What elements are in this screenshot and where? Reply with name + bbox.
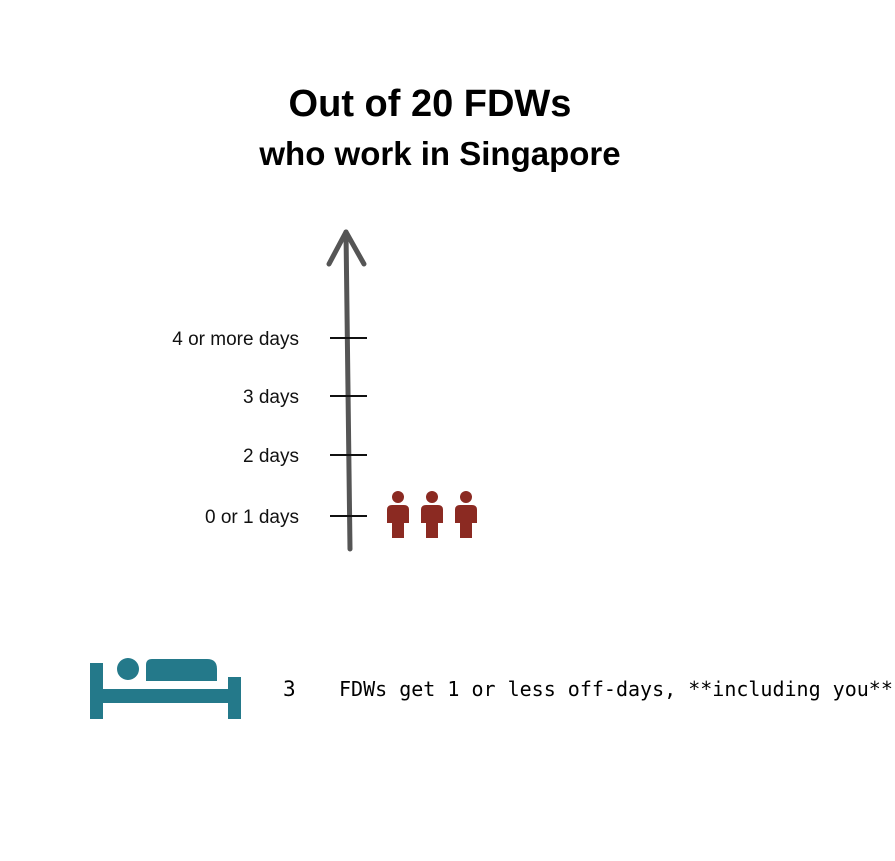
person-icons xyxy=(387,491,477,538)
person-icon xyxy=(387,491,409,538)
axis-line xyxy=(343,229,353,552)
tick-label: 0 or 1 days xyxy=(205,507,299,528)
tick-label: 3 days xyxy=(243,387,299,408)
axis-arrowhead xyxy=(326,229,367,267)
summary-text: FDWs get 1 or less off-days, **including… xyxy=(339,677,893,701)
chart-subtitle: who work in Singapore xyxy=(259,135,621,172)
bed-icon xyxy=(90,658,241,719)
vertical-axis xyxy=(326,229,367,552)
tick-label: 2 days xyxy=(243,446,299,467)
summary-count: 3 xyxy=(283,677,296,701)
tick-label: 4 or more days xyxy=(172,329,299,350)
person-icon xyxy=(421,491,443,538)
chart-title: Out of 20 FDWs xyxy=(288,83,572,125)
person-icon xyxy=(455,491,477,538)
axis-ticks: 0 or 1 days 2 days 3 days 4 or more days xyxy=(172,329,367,528)
